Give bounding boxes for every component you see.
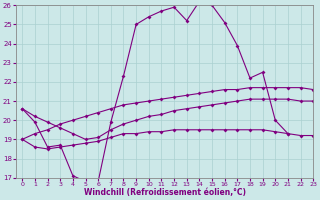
X-axis label: Windchill (Refroidissement éolien,°C): Windchill (Refroidissement éolien,°C) bbox=[84, 188, 245, 197]
